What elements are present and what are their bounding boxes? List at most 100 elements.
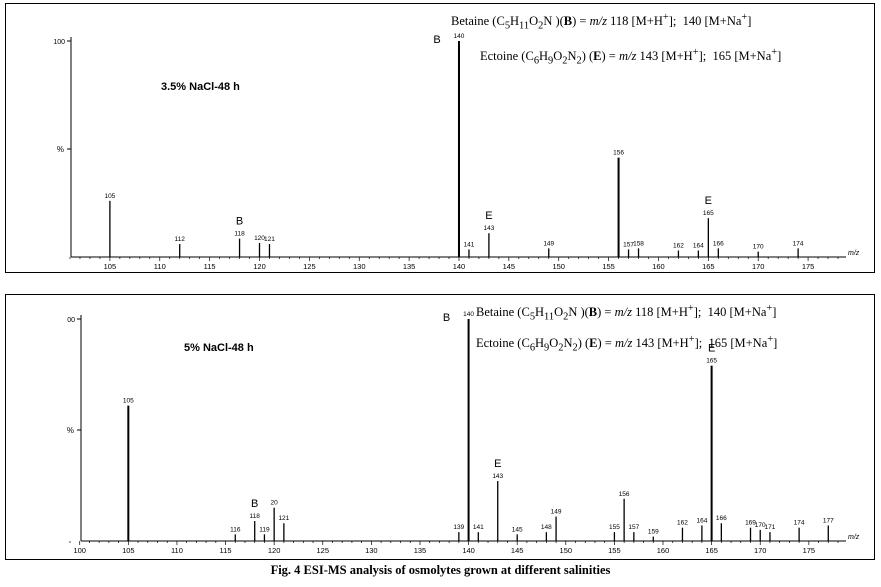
peak-label-105: 105 bbox=[104, 193, 115, 200]
x-tick-label: 145 bbox=[503, 262, 516, 271]
peak-label-166: 166 bbox=[716, 515, 727, 522]
peak-label-149: 149 bbox=[543, 240, 554, 247]
peak-label-174: 174 bbox=[794, 520, 805, 527]
peak-label-171: 171 bbox=[765, 524, 776, 531]
peak-label-156: 156 bbox=[613, 150, 624, 157]
legend-ectoine-line: Ectoine (C6H9O2N2) (E) = m/z 143 [M+H+];… bbox=[480, 47, 782, 67]
peak-label-156: 156 bbox=[619, 491, 630, 498]
x-tick-label: 125 bbox=[303, 262, 316, 271]
legend-betaine-line: Betaine (C5H11O2N )(B) = m/z 118 [M+H+];… bbox=[476, 303, 777, 323]
peak-label-170: 170 bbox=[755, 522, 766, 529]
peak-label-166: 166 bbox=[713, 240, 724, 247]
legend-ectoine-line: Ectoine (C6H9O2N2) (E) = m/z 143 [M+H+];… bbox=[476, 334, 778, 354]
peak-label-145: 145 bbox=[512, 526, 523, 533]
x-tick-label: 120 bbox=[268, 546, 281, 555]
peak-label-112: 112 bbox=[175, 236, 186, 243]
x-tick-label: 150 bbox=[560, 546, 573, 555]
peak-label-158: 158 bbox=[633, 240, 644, 247]
legend-betaine-line: Betaine (C5H11O2N )(B) = m/z 118 [M+H+];… bbox=[451, 12, 752, 32]
peak-label-121: 121 bbox=[278, 515, 289, 522]
x-tick-label: 130 bbox=[365, 546, 378, 555]
peak-label-165: 165 bbox=[706, 358, 717, 365]
y-tick-label-top: 100 bbox=[53, 39, 65, 46]
peak-label-164: 164 bbox=[696, 517, 707, 524]
peak-label-143: 143 bbox=[492, 473, 503, 480]
peak-label-155: 155 bbox=[609, 524, 620, 531]
x-tick-label: 135 bbox=[403, 262, 416, 271]
x-tick-label: 130 bbox=[353, 262, 366, 271]
x-tick-label: 165 bbox=[705, 546, 718, 555]
x-tick-label: 175 bbox=[803, 546, 816, 555]
peak-tag-E-165: E bbox=[708, 343, 715, 355]
spectrum-panel-5-percent: 00% 100 105 110 115 120 125 130 135 140 145 150 155 1… bbox=[5, 294, 875, 560]
peak-label-143: 143 bbox=[483, 225, 494, 232]
spectrum-chart-top: 100% 105 110 115 120 125 130 135 140 145 150 155 160… bbox=[53, 33, 860, 271]
x-tick-label: 100 bbox=[73, 546, 86, 555]
x-tick-label: 110 bbox=[171, 546, 183, 555]
x-tick-label: 135 bbox=[414, 546, 427, 555]
peak-tag-B-140: B bbox=[433, 34, 440, 46]
peak-label-140: 140 bbox=[463, 311, 474, 318]
peak-label-140: 140 bbox=[454, 33, 465, 40]
x-tick-label: 105 bbox=[122, 546, 135, 555]
peak-label-116: 116 bbox=[230, 526, 241, 533]
y-axis-label: % bbox=[57, 145, 64, 154]
peak-label-177: 177 bbox=[823, 517, 834, 524]
peak-label-105: 105 bbox=[123, 398, 134, 405]
x-axis-unit: m/z bbox=[848, 250, 860, 257]
peak-label-157: 157 bbox=[628, 524, 639, 531]
condition-label: 3.5% NaCl-48 h bbox=[161, 81, 240, 93]
x-tick-label: 120 bbox=[253, 262, 266, 271]
peak-label-157: 157 bbox=[623, 241, 634, 248]
condition-label: 5% NaCl-48 h bbox=[184, 342, 254, 354]
peak-label-118: 118 bbox=[250, 513, 261, 520]
peak-label-164: 164 bbox=[693, 243, 704, 250]
x-tick-label: 110 bbox=[154, 262, 166, 271]
x-axis-unit: m/z bbox=[848, 534, 860, 541]
peak-tag-E-165: E bbox=[705, 195, 712, 207]
x-tick-label: 145 bbox=[511, 546, 524, 555]
peak-label-121: 121 bbox=[264, 236, 275, 243]
peak-tag-B-118: B bbox=[236, 216, 243, 228]
x-tick-label: 150 bbox=[552, 262, 565, 271]
peak-tag-E-143: E bbox=[494, 458, 501, 470]
x-tick-label: 155 bbox=[602, 262, 615, 271]
peak-tag-B-118: B bbox=[251, 498, 258, 510]
peak-label-118: 118 bbox=[234, 231, 245, 238]
x-tick-label: 165 bbox=[702, 262, 715, 271]
peak-tag-B-140: B bbox=[443, 312, 450, 324]
peak-label-174: 174 bbox=[793, 240, 804, 247]
peak-label-162: 162 bbox=[673, 243, 684, 250]
x-tick-label: 170 bbox=[752, 262, 765, 271]
x-tick-label: 160 bbox=[652, 262, 665, 271]
x-tick-label: 170 bbox=[754, 546, 767, 555]
x-tick-label: 115 bbox=[204, 262, 216, 271]
peak-label-119: 119 bbox=[259, 526, 270, 533]
peak-label-120: 20 bbox=[271, 500, 279, 507]
peak-label-159: 159 bbox=[648, 529, 659, 536]
peak-label-120: 120 bbox=[254, 235, 265, 242]
x-tick-label: 115 bbox=[220, 546, 232, 555]
peak-label-139: 139 bbox=[453, 524, 464, 531]
peak-tag-E-143: E bbox=[485, 210, 492, 222]
spectrum-panel-3-5-percent: 100% 105 110 115 120 125 130 135 140 145 150 155 160… bbox=[5, 3, 875, 273]
x-tick-label: 105 bbox=[104, 262, 117, 271]
x-tick-label: 140 bbox=[462, 546, 475, 555]
peak-label-170: 170 bbox=[753, 244, 764, 251]
y-axis-label: % bbox=[67, 426, 74, 435]
x-tick-label: 160 bbox=[657, 546, 670, 555]
peak-label-162: 162 bbox=[677, 520, 688, 527]
peak-label-149: 149 bbox=[551, 509, 562, 516]
peak-label-141: 141 bbox=[464, 241, 475, 248]
peak-label-148: 148 bbox=[541, 524, 552, 531]
x-tick-label: 155 bbox=[608, 546, 621, 555]
peak-label-169: 169 bbox=[745, 520, 756, 527]
figure-caption: Fig. 4 ESI-MS analysis of osmolytes grow… bbox=[270, 563, 611, 577]
peak-label-141: 141 bbox=[473, 524, 484, 531]
x-tick-label: 140 bbox=[453, 262, 466, 271]
x-tick-label: 175 bbox=[802, 262, 815, 271]
spectrum-chart-bottom: 00% 100 105 110 115 120 125 130 135 140 145 150 155 1… bbox=[67, 311, 860, 555]
y-tick-label-top: 00 bbox=[67, 317, 75, 324]
x-tick-label: 125 bbox=[317, 546, 330, 555]
peak-label-165: 165 bbox=[703, 210, 714, 217]
